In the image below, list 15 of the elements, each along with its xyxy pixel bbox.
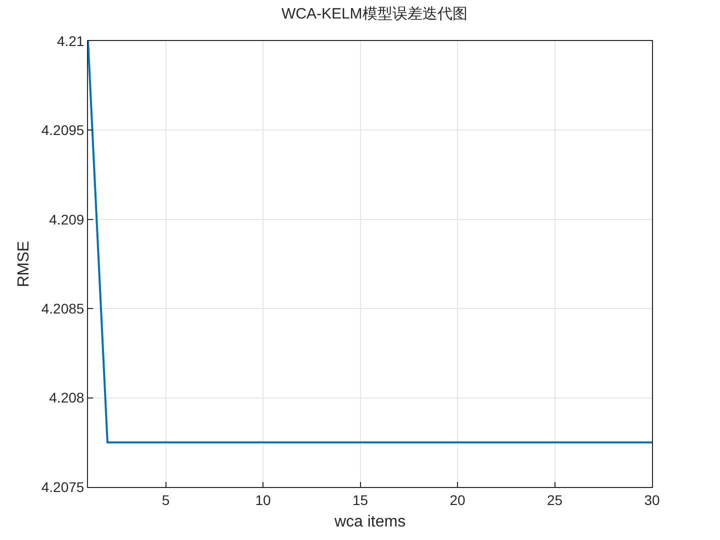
y-axis-title: RMSE — [15, 240, 32, 288]
x-tick-label: 15 — [352, 492, 368, 508]
x-tick-label: 5 — [162, 492, 170, 508]
x-tick-label: 30 — [644, 492, 660, 508]
x-tick-label: 10 — [255, 492, 272, 508]
x-tick-label: 25 — [546, 492, 563, 508]
chart-title: WCA-KELM模型误差迭代图 — [281, 6, 468, 23]
y-tick-label: 4.209 — [49, 211, 84, 228]
x-axis-title: wca items — [333, 514, 406, 530]
y-tick-label: 4.21 — [56, 32, 84, 49]
y-tick-label: 4.2095 — [41, 122, 84, 138]
y-tick-label: 4.2075 — [41, 478, 84, 495]
x-tick-label: 20 — [450, 492, 466, 508]
y-tick-label: 4.2085 — [41, 300, 84, 316]
y-tick-label: 4.208 — [49, 390, 84, 406]
